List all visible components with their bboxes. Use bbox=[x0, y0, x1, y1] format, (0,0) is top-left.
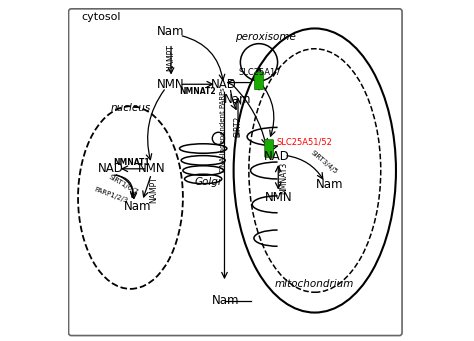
Text: NAMPT: NAMPT bbox=[150, 176, 159, 203]
Text: mitochondrium: mitochondrium bbox=[275, 279, 355, 289]
Text: NMNAT2: NMNAT2 bbox=[179, 87, 215, 95]
Text: NMNAT1: NMNAT1 bbox=[113, 158, 149, 166]
Text: NMN: NMN bbox=[264, 191, 292, 204]
Text: cytosol: cytosol bbox=[82, 12, 121, 21]
Text: peroxisome: peroxisome bbox=[235, 32, 296, 42]
Text: Nam: Nam bbox=[123, 199, 151, 212]
Text: NAD: NAD bbox=[264, 150, 290, 163]
Text: PARP1/2/3: PARP1/2/3 bbox=[93, 186, 129, 204]
Text: SIRT1/6/7: SIRT1/6/7 bbox=[107, 174, 139, 196]
Text: NMNAT3: NMNAT3 bbox=[279, 162, 288, 194]
Text: NMN: NMN bbox=[137, 162, 165, 175]
Text: DNA-independent PARPs: DNA-independent PARPs bbox=[220, 88, 226, 172]
Text: NAD: NAD bbox=[98, 162, 124, 175]
Text: NAD: NAD bbox=[210, 78, 237, 91]
Text: SIRT3/4/5: SIRT3/4/5 bbox=[310, 149, 339, 175]
FancyBboxPatch shape bbox=[265, 140, 273, 157]
Text: SLC25A17: SLC25A17 bbox=[239, 68, 281, 77]
Text: SLC25A51/52: SLC25A51/52 bbox=[277, 137, 333, 146]
Text: Nam: Nam bbox=[211, 294, 239, 307]
Text: NMN: NMN bbox=[157, 78, 185, 91]
Text: Golgi: Golgi bbox=[195, 177, 222, 187]
Text: Nam: Nam bbox=[157, 25, 185, 38]
Text: Nam: Nam bbox=[316, 178, 344, 191]
Text: SIRT2: SIRT2 bbox=[234, 116, 243, 137]
Text: nucleus: nucleus bbox=[110, 103, 151, 113]
Text: Nam: Nam bbox=[224, 93, 252, 106]
Text: NAMPT: NAMPT bbox=[166, 44, 175, 71]
FancyBboxPatch shape bbox=[69, 9, 402, 336]
FancyBboxPatch shape bbox=[255, 72, 264, 90]
